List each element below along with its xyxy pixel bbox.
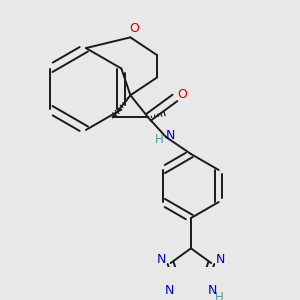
Text: N: N	[215, 253, 225, 266]
Text: N: N	[208, 284, 217, 297]
Text: N: N	[157, 253, 166, 266]
Text: H: H	[154, 133, 163, 146]
Text: H: H	[215, 291, 224, 300]
Text: O: O	[129, 22, 139, 35]
Text: N: N	[166, 129, 175, 142]
Text: N: N	[165, 284, 174, 297]
Text: O: O	[177, 88, 187, 101]
